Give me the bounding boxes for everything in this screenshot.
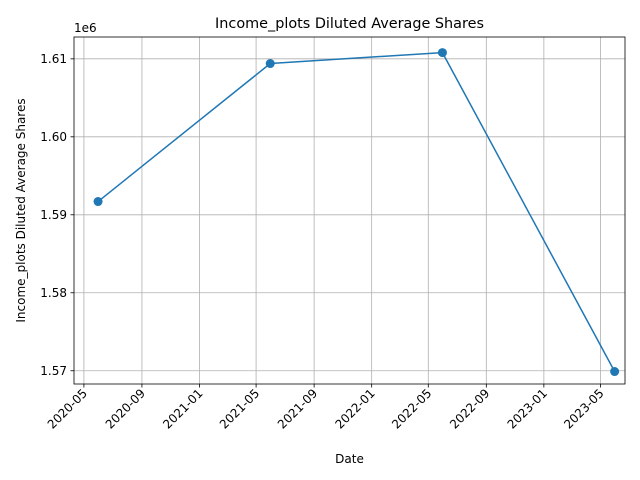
data-point	[93, 197, 103, 207]
y-axis-ticks: 1.57 1.58 1.59 1.60 1.61	[40, 52, 74, 378]
y-axis-label: Income_plots Diluted Average Shares	[14, 98, 28, 322]
y-axis-offset-label: 1e6	[74, 21, 97, 35]
plot-frame	[73, 36, 626, 385]
x-axis-label: Date	[335, 452, 364, 466]
y-tick-label: 1.59	[40, 208, 67, 222]
data-point	[437, 48, 447, 58]
data-point	[610, 367, 620, 377]
data-point	[265, 59, 275, 69]
chart-title: Income_plots Diluted Average Shares	[215, 16, 484, 32]
series-line	[97, 51, 616, 372]
y-tick-label: 1.57	[40, 364, 67, 378]
y-tick-label: 1.61	[40, 52, 67, 66]
series-group	[93, 48, 620, 377]
y-tick-label: 1.58	[40, 286, 67, 300]
y-tick-label: 1.60	[40, 130, 67, 144]
